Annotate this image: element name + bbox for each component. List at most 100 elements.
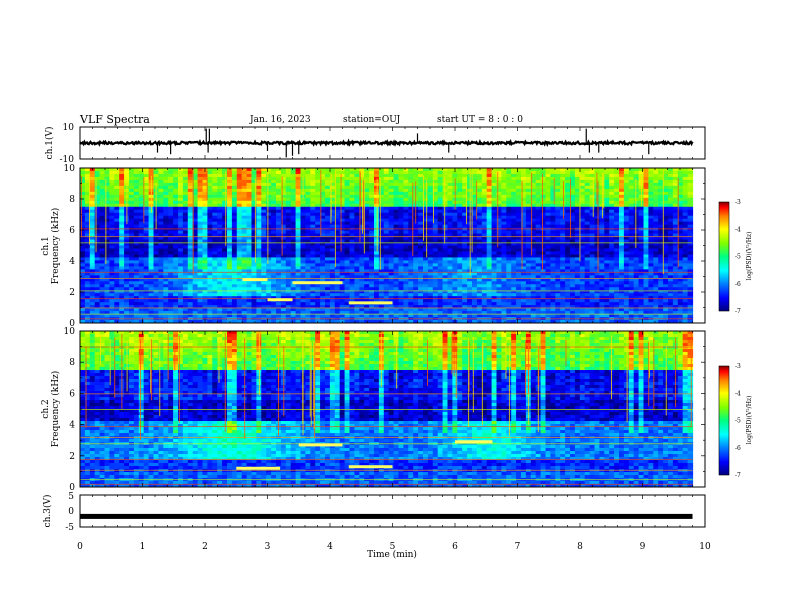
spectro-cell (182, 299, 189, 303)
spectro-cell (530, 320, 537, 323)
spectro-cell (403, 272, 409, 276)
spectro-cell (476, 233, 483, 238)
spectro-cell (359, 203, 365, 208)
spectro-cell (207, 236, 213, 241)
spectro-cell (481, 302, 488, 306)
spectro-cell (251, 251, 257, 256)
spectro-cell (334, 320, 341, 323)
spectro-cell (427, 278, 434, 282)
spectro-cell (207, 179, 213, 184)
spectro-cell (432, 266, 439, 270)
spectro-cell (393, 218, 400, 223)
spectro-cell (349, 200, 355, 205)
spectro-cell (423, 293, 429, 297)
spectro-cell (212, 173, 218, 178)
spectro-cell (251, 236, 257, 241)
spectro-cell (437, 305, 444, 309)
spectro-cell (511, 260, 517, 264)
spectro-cell (290, 209, 297, 214)
spectro-cell (535, 188, 542, 193)
spectro-cell (481, 188, 488, 193)
spectro-cell (334, 185, 341, 190)
spectro-cell (182, 221, 189, 226)
spectro-cell (217, 299, 223, 303)
spectro-cell (320, 248, 326, 253)
spectro-cell (114, 245, 120, 250)
spectro-cell (222, 281, 228, 285)
spectro-cell (398, 230, 404, 235)
spectro-cell (104, 215, 110, 220)
spectro-cell (143, 302, 150, 306)
spectro-cell (339, 239, 346, 244)
spectro-cell (329, 227, 336, 232)
spectro-cell (256, 275, 262, 279)
spectro-cell (114, 320, 120, 323)
spectro-cell (496, 281, 502, 285)
spectro-cell (89, 176, 96, 181)
spectro-cell (305, 194, 311, 199)
spectro-cell (486, 245, 493, 250)
spectro-cell (202, 257, 208, 261)
spectro-cell (276, 269, 282, 273)
spectro-cell (227, 197, 233, 202)
spectro-cell (452, 314, 458, 318)
spectro-cell (359, 305, 365, 309)
spectro-cell (217, 245, 223, 250)
spectro-cell (227, 185, 233, 190)
spectro-cell (457, 179, 463, 184)
spectro-cell (227, 224, 233, 229)
spectro-cell (99, 314, 106, 318)
spectro-cell (388, 275, 395, 279)
spectro-cell (276, 284, 282, 288)
spectro-cell (182, 245, 189, 250)
spectro-cell (227, 227, 233, 232)
spectro-cell (364, 257, 370, 261)
spectro-cell (168, 182, 174, 187)
spectro-cell (114, 260, 120, 264)
spectro-cell (241, 185, 248, 190)
spectro-cell (80, 275, 86, 279)
spectro-cell (501, 197, 507, 202)
spectro-cell (329, 221, 336, 226)
spectro-cell (496, 284, 502, 288)
spectro-cell (202, 287, 208, 291)
spectro-cell (168, 278, 174, 282)
spectro-cell (403, 314, 409, 318)
spectro-cell (241, 188, 248, 193)
spectro-cell (310, 305, 316, 309)
spectro-cell (266, 179, 272, 184)
spectro-cell (192, 230, 199, 235)
spectro-cell (393, 209, 400, 214)
spectro-cell (129, 257, 135, 261)
spectro-cell (222, 251, 228, 256)
spectro-cell (295, 209, 302, 214)
spectro-cell (423, 179, 429, 184)
spectro-cell (457, 218, 463, 223)
spectro-cell (129, 221, 135, 226)
spectro-cell (231, 179, 238, 184)
spectro-cell (369, 185, 375, 190)
spectro-cell (452, 293, 458, 297)
spectro-cell (241, 176, 248, 181)
spectro-cell (261, 182, 267, 187)
spectro-cell (329, 230, 336, 235)
spectro-cell (525, 212, 532, 217)
spectro-cell (418, 170, 424, 175)
spectro-cell (418, 236, 424, 241)
spectro-cell (403, 302, 409, 306)
spectro-cell (227, 179, 233, 184)
spectro-cell (148, 227, 155, 232)
spectro-cell (285, 242, 292, 247)
spectro-cell (290, 194, 297, 199)
spectro-cell (339, 251, 346, 256)
spectro-cell (163, 224, 169, 229)
spectro-cell (285, 203, 292, 208)
spectro-cell (236, 251, 243, 256)
spectro-cell (222, 299, 228, 303)
spectro-cell (329, 239, 336, 244)
spectro-cell (182, 260, 189, 264)
spectro-cell (535, 173, 542, 178)
spectro-cell (344, 203, 351, 208)
spectro-cell (491, 221, 498, 226)
spectro-cell (114, 251, 120, 256)
